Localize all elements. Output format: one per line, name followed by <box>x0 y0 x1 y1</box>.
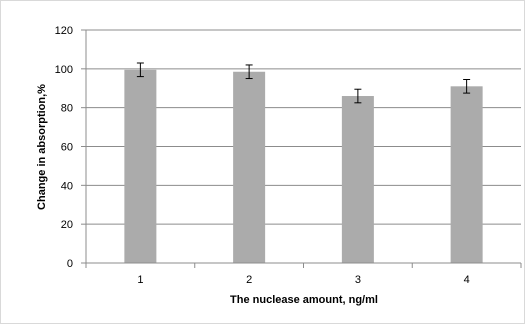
x-axis-title: The nuclease amount, ng/ml <box>230 294 378 306</box>
error-bars <box>136 62 471 104</box>
y-tick-label: 120 <box>55 25 73 37</box>
error-bar-1 <box>136 62 144 78</box>
error-bar-4 <box>463 79 471 94</box>
axes <box>85 30 522 268</box>
x-tick-label: 1 <box>137 274 143 286</box>
y-tick-label: 100 <box>55 64 73 76</box>
y-tick-label: 0 <box>67 258 73 270</box>
bars <box>124 69 483 264</box>
error-bar-2 <box>245 64 253 80</box>
y-tick-label: 20 <box>61 219 73 231</box>
error-bar-3 <box>354 88 362 104</box>
x-tick-labels: 1 2 3 4 <box>137 274 469 286</box>
y-tick-label: 60 <box>61 142 73 154</box>
gridlines <box>81 29 521 264</box>
bar-3 <box>341 96 374 264</box>
y-tick-label: 40 <box>61 180 73 192</box>
bar-4 <box>450 86 483 263</box>
y-tick-label: 80 <box>61 103 73 115</box>
bar-2 <box>233 71 266 263</box>
y-axis-title: Change in absorption,% <box>36 84 48 210</box>
y-tick-labels: 0 20 40 60 80 100 120 <box>55 25 73 270</box>
x-tick-label: 3 <box>355 274 361 286</box>
bar-1 <box>124 69 157 263</box>
x-tick-label: 2 <box>246 274 252 286</box>
x-tick-label: 4 <box>464 274 470 286</box>
